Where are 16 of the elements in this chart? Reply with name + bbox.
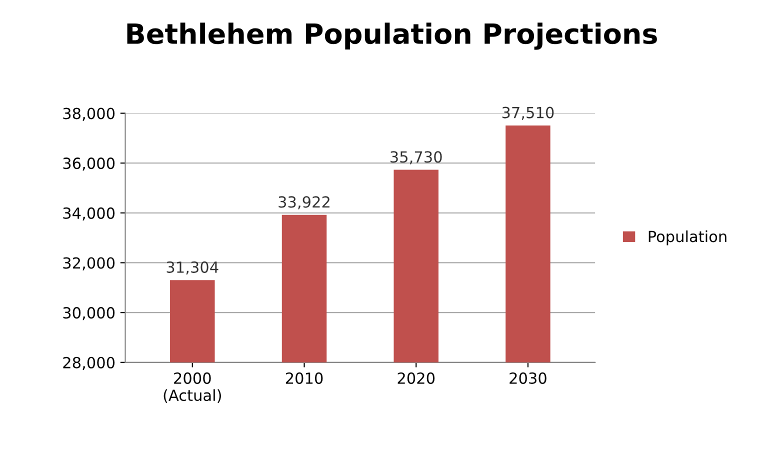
data-label: 37,510	[502, 106, 554, 120]
x-tick-label: 2020	[398, 372, 435, 384]
data-label: 35,730	[390, 151, 442, 164]
y-tick-label: 34,000	[63, 207, 115, 220]
data-label: 33,922	[278, 196, 330, 210]
data-label: 31,304	[166, 261, 218, 275]
y-tick-label: 32,000	[63, 257, 115, 270]
x-tick-label: 2010	[286, 372, 323, 384]
legend-label: Population	[648, 230, 726, 246]
chart-title: Bethlehem Population Projections	[127, 22, 657, 50]
x-tick-label: 2000 (Actual)	[164, 372, 221, 403]
x-tick-label: 2030	[510, 372, 546, 384]
y-tick-label: 30,000	[63, 307, 115, 320]
y-tick-label: 28,000	[63, 356, 115, 370]
y-tick-label: 36,000	[63, 158, 115, 171]
y-tick-label: 38,000	[63, 108, 115, 121]
